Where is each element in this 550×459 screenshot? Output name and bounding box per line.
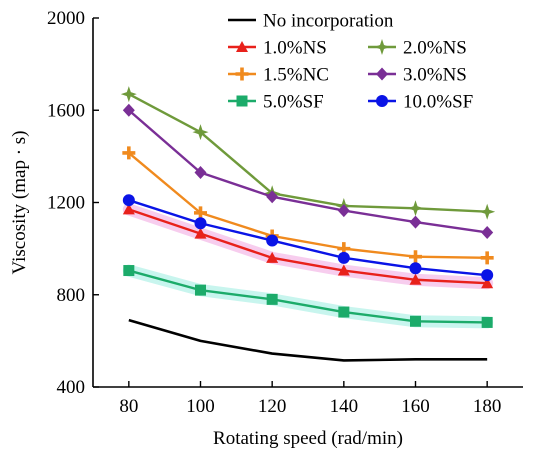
data-point (123, 265, 135, 277)
data-point (194, 206, 207, 220)
data-point (410, 315, 421, 327)
data-point (194, 217, 207, 230)
series-layer (120, 86, 496, 362)
legend-marker (236, 95, 248, 107)
y-axis-title: Viscosity (map · s) (9, 131, 30, 275)
series-line (128, 208, 488, 285)
x-tick-label: 100 (186, 396, 215, 417)
data-point (409, 273, 422, 285)
x-tick-label: 140 (330, 396, 359, 417)
legend-item: No incorporation (228, 11, 394, 32)
data-point (266, 190, 279, 204)
data-point (192, 124, 209, 141)
series-line (128, 151, 488, 260)
x-tick-label: 180 (473, 396, 502, 417)
data-point (481, 269, 494, 282)
legend-label: 2.0%NS (403, 38, 467, 59)
data-point (407, 200, 424, 217)
data-point (195, 284, 206, 296)
legend-item: 10.0%SF (368, 92, 473, 113)
data-point (122, 146, 136, 160)
y-tick-label: 400 (57, 377, 86, 398)
data-point (481, 277, 494, 289)
data-point (266, 251, 279, 263)
legend-marker (376, 95, 388, 107)
series-3 (122, 146, 494, 265)
data-point (480, 251, 494, 265)
x-tick-label: 80 (119, 396, 138, 417)
series-6 (122, 194, 494, 282)
data-point (409, 250, 422, 264)
legend-label: 1.5%NC (263, 65, 329, 86)
x-axis-title: Rotating speed (rad/min) (213, 428, 403, 449)
data-point (337, 204, 350, 218)
x-tick-label: 120 (258, 396, 287, 417)
legend-label: 5.0%SF (263, 92, 324, 113)
series-5 (123, 265, 493, 328)
data-point (337, 264, 350, 276)
series-1 (122, 203, 494, 289)
series-line (128, 199, 488, 277)
data-point (266, 293, 278, 305)
legend-item: 2.0%NS (368, 38, 467, 59)
series-line (128, 93, 488, 213)
series-line (128, 109, 488, 234)
series-highlight (122, 203, 494, 290)
series-4 (122, 103, 494, 239)
data-point (266, 234, 279, 247)
data-point (481, 225, 494, 239)
series-line (128, 318, 488, 362)
legend: No incorporation 1.0%NS 2.0%NS 1.5%NC 3.0%NS… (228, 11, 473, 113)
data-point (122, 203, 135, 215)
data-point (122, 103, 135, 117)
legend-marker (236, 41, 248, 52)
legend-label: 10.0%SF (403, 92, 473, 113)
y-tick-label: 1200 (47, 193, 85, 214)
data-point (409, 262, 422, 275)
data-point (338, 306, 350, 318)
legend-marker (376, 67, 388, 81)
y-tick-label: 800 (57, 285, 86, 306)
legend-item: 3.0%NS (368, 65, 467, 86)
x-tick-label: 160 (401, 396, 430, 417)
y-tick-label: 2000 (47, 8, 85, 29)
data-point (409, 215, 422, 229)
data-point (479, 203, 496, 220)
data-point (122, 194, 135, 207)
series-0 (128, 318, 488, 362)
legend-label: 3.0%NS (403, 65, 467, 86)
legend-label: 1.0%NS (263, 38, 327, 59)
data-point (194, 166, 207, 180)
data-point (194, 227, 207, 239)
legend-item: 1.5%NC (228, 65, 329, 86)
series-line (128, 269, 488, 324)
legend-item: 1.0%NS (228, 38, 327, 59)
legend-marker (235, 67, 249, 81)
data-point (337, 251, 350, 264)
legend-item: 5.0%SF (228, 92, 324, 113)
legend-label: No incorporation (263, 11, 394, 32)
y-tick-label: 1600 (47, 100, 85, 121)
data-point (481, 316, 493, 328)
data-point (120, 86, 137, 103)
legend-marker (374, 39, 390, 55)
ticks-layer: 400 800 1200 1600 2000 80 100 120 140 160 180 (47, 8, 501, 417)
